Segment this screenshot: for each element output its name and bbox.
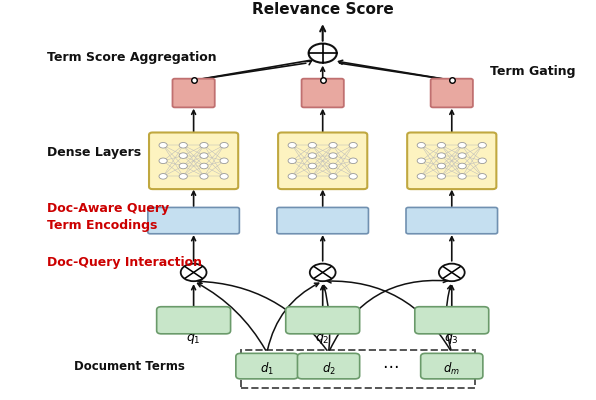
Circle shape [179, 142, 187, 148]
Circle shape [159, 174, 167, 179]
Circle shape [437, 174, 445, 179]
Circle shape [349, 158, 358, 164]
FancyBboxPatch shape [407, 132, 496, 189]
Circle shape [329, 142, 337, 148]
Circle shape [220, 158, 228, 164]
Circle shape [200, 163, 208, 169]
Circle shape [200, 174, 208, 179]
Circle shape [179, 163, 187, 169]
Circle shape [458, 142, 466, 148]
Circle shape [200, 142, 208, 148]
Circle shape [310, 264, 336, 281]
FancyBboxPatch shape [278, 132, 367, 189]
Circle shape [308, 153, 316, 158]
Circle shape [288, 142, 296, 148]
Text: Dense Layers: Dense Layers [47, 146, 141, 159]
Circle shape [309, 44, 337, 63]
Circle shape [179, 153, 187, 158]
Circle shape [478, 158, 486, 164]
Circle shape [417, 142, 426, 148]
Text: Term Gating: Term Gating [490, 65, 575, 78]
Text: $q_1$: $q_1$ [187, 332, 201, 346]
Bar [241, 350, 475, 388]
FancyBboxPatch shape [157, 307, 231, 334]
FancyBboxPatch shape [149, 132, 238, 189]
Circle shape [478, 142, 486, 148]
Text: $\cdots$: $\cdots$ [382, 356, 399, 374]
Circle shape [308, 174, 316, 179]
Circle shape [458, 163, 466, 169]
Circle shape [478, 174, 486, 179]
Circle shape [329, 174, 337, 179]
Circle shape [437, 142, 445, 148]
FancyBboxPatch shape [277, 208, 368, 234]
Circle shape [288, 174, 296, 179]
FancyBboxPatch shape [431, 79, 473, 107]
Circle shape [329, 153, 337, 158]
Text: Document Terms: Document Terms [74, 360, 185, 373]
FancyBboxPatch shape [172, 79, 215, 107]
Circle shape [458, 153, 466, 158]
Circle shape [308, 142, 316, 148]
Text: $q_2$: $q_2$ [315, 332, 330, 346]
Text: $q_3$: $q_3$ [445, 332, 459, 346]
Circle shape [439, 264, 465, 281]
FancyBboxPatch shape [297, 353, 359, 379]
Circle shape [179, 174, 187, 179]
Circle shape [220, 142, 228, 148]
Circle shape [181, 264, 207, 281]
Text: Doc-Query Interaction: Doc-Query Interaction [47, 256, 202, 269]
Circle shape [417, 158, 426, 164]
Circle shape [349, 174, 358, 179]
Circle shape [220, 174, 228, 179]
Circle shape [349, 142, 358, 148]
FancyBboxPatch shape [421, 353, 483, 379]
Circle shape [200, 153, 208, 158]
Circle shape [329, 163, 337, 169]
Text: Doc-Aware Query
Term Encodings: Doc-Aware Query Term Encodings [47, 202, 169, 232]
FancyBboxPatch shape [285, 307, 359, 334]
Circle shape [288, 158, 296, 164]
FancyBboxPatch shape [302, 79, 344, 107]
Circle shape [308, 163, 316, 169]
Text: Term Score Aggregation: Term Score Aggregation [47, 51, 216, 64]
Circle shape [458, 174, 466, 179]
FancyBboxPatch shape [236, 353, 298, 379]
FancyBboxPatch shape [415, 307, 489, 334]
Text: $d_{2}$: $d_{2}$ [322, 361, 336, 377]
Circle shape [437, 153, 445, 158]
Circle shape [159, 158, 167, 164]
Circle shape [159, 142, 167, 148]
Circle shape [437, 163, 445, 169]
FancyBboxPatch shape [406, 208, 498, 234]
Text: $d_{m}$: $d_{m}$ [443, 361, 460, 377]
Text: $d_{1}$: $d_{1}$ [260, 361, 274, 377]
Circle shape [417, 174, 426, 179]
Text: Relevance Score: Relevance Score [252, 2, 393, 17]
FancyBboxPatch shape [148, 208, 240, 234]
